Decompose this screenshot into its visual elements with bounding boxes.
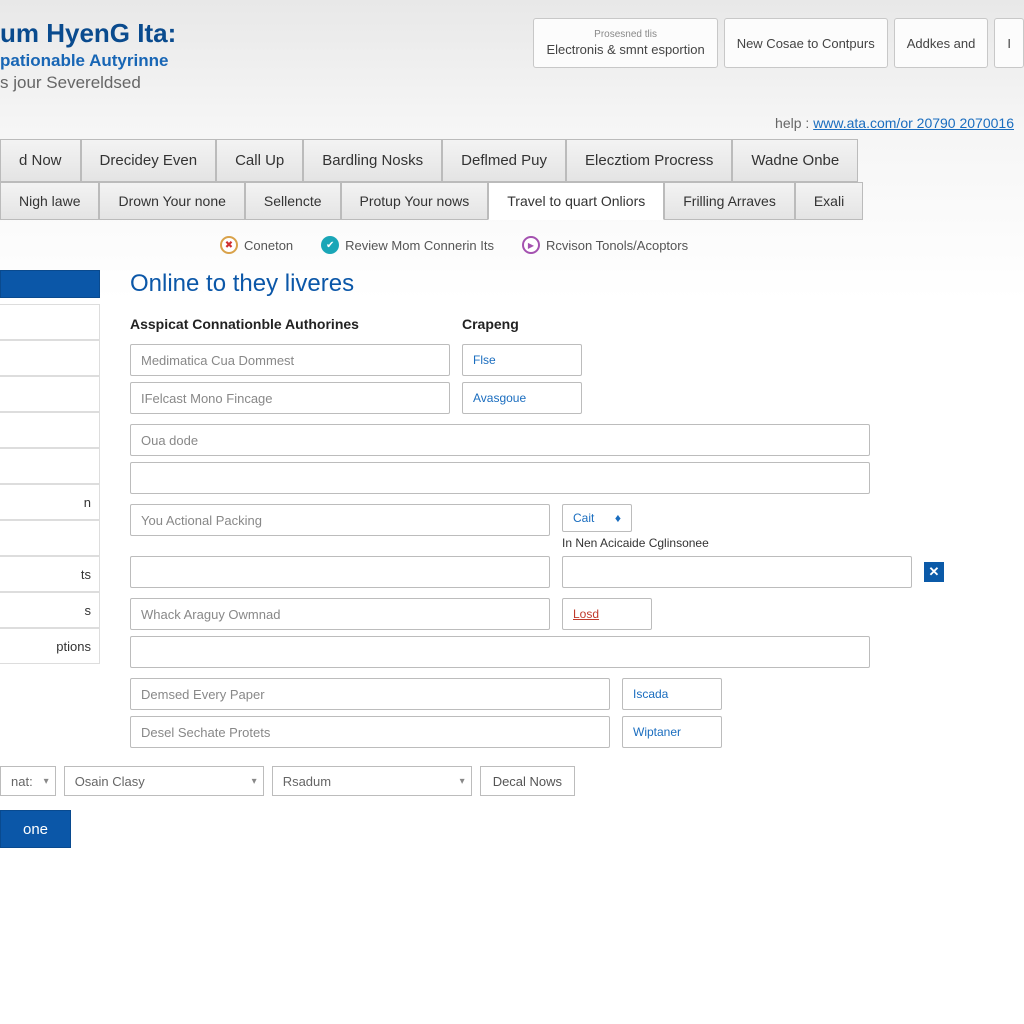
nav-tab[interactable]: Deflmed Puy <box>442 139 566 182</box>
step-1[interactable]: Coneton <box>220 236 293 254</box>
nav-tab[interactable]: Drown Your none <box>99 182 244 220</box>
step-label: Rcvison Tonols/Acoptors <box>546 238 688 253</box>
field-empty-1[interactable] <box>130 462 870 494</box>
main-area: n ts s ptions Online to they liveres Ass… <box>0 270 1024 754</box>
nav-tab[interactable]: Bardling Nosks <box>303 139 442 182</box>
sidebar-item[interactable] <box>0 376 100 412</box>
logo-block: um HyenG Ita: pationable Autyrinne s jou… <box>0 18 176 93</box>
sidebar-item[interactable] <box>0 448 100 484</box>
sidebar-item[interactable]: n <box>0 484 100 520</box>
header-btn-main: Addkes and <box>907 36 976 51</box>
nav-tab[interactable]: Nigh lawe <box>0 182 99 220</box>
step-bar: Coneton Review Mom Connerin Its Rcvison … <box>0 220 1024 270</box>
field-oua-dode[interactable]: Oua dode <box>130 424 870 456</box>
nav-tab[interactable]: Elecztiom Procress <box>566 139 732 182</box>
field-medimatica[interactable]: Medimatica Cua Dommest <box>130 344 450 376</box>
logo-subtitle-2: s jour Severeldsed <box>0 73 176 93</box>
field-ifelcast[interactable]: IFelcast Mono Fincage <box>130 382 450 414</box>
header-btn-last[interactable]: I <box>994 18 1024 68</box>
logo-subtitle-1: pationable Autyrinne <box>0 51 176 71</box>
losd-link: Losd <box>573 607 599 621</box>
field-flse[interactable]: Flse <box>462 344 582 376</box>
nav-tab[interactable]: Exali <box>795 182 863 220</box>
nav-tab-active[interactable]: Travel to quart Onliors <box>488 182 664 220</box>
nav-row-2: Nigh lawe Drown Your none Sellencte Prot… <box>0 182 1024 220</box>
nav-tab[interactable]: Drecidey Even <box>81 139 217 182</box>
step-3[interactable]: Rcvison Tonols/Acoptors <box>522 236 688 254</box>
header-btn-electronics[interactable]: Prosesned tlis Electronis & smnt esporti… <box>533 18 717 68</box>
sidebar-item[interactable]: ts <box>0 556 100 592</box>
section-label-right: Crapeng <box>462 316 519 332</box>
header-btn-top: Prosesned tlis <box>546 29 704 40</box>
header-btn-main: Electronis & smnt esportion <box>546 42 704 57</box>
nav-tab[interactable]: Protup Your nows <box>341 182 489 220</box>
dropdown-cait[interactable]: Cait ♦ <box>562 504 632 532</box>
nav-row-1: d Now Drecidey Even Call Up Bardling Nos… <box>0 139 1024 182</box>
play-icon <box>522 236 540 254</box>
dropdown-rsadum[interactable]: Rsadum <box>272 766 472 796</box>
sidebar-item[interactable] <box>0 304 100 340</box>
check-icon <box>321 236 339 254</box>
sidebar-item[interactable] <box>0 520 100 556</box>
sidebar-item[interactable]: ptions <box>0 628 100 664</box>
sidebar: n ts s ptions <box>0 270 100 754</box>
nav-tab[interactable]: d Now <box>0 139 81 182</box>
logo-title: um HyenG Ita: <box>0 18 176 49</box>
field-losd[interactable]: Losd <box>562 598 652 630</box>
nav-tab[interactable]: Sellencte <box>245 182 341 220</box>
header-btn-main: I <box>1007 36 1011 51</box>
step-2[interactable]: Review Mom Connerin Its <box>321 236 494 254</box>
help-label: help : <box>775 115 809 131</box>
nav-tab[interactable]: Frilling Arraves <box>664 182 795 220</box>
field-demsed[interactable]: Demsed Every Paper <box>130 678 610 710</box>
field-empty-2[interactable] <box>130 556 550 588</box>
btn-decal-nows[interactable]: Decal Nows <box>480 766 575 796</box>
nav-tab[interactable]: Wadne Onbe <box>732 139 858 182</box>
field-actional-packing[interactable]: You Actional Packing <box>130 504 550 536</box>
field-empty-3[interactable] <box>562 556 912 588</box>
nav-tab[interactable]: Call Up <box>216 139 303 182</box>
help-line: help : www.ata.com/or 20790 2070016 <box>0 101 1024 139</box>
dropdown-osain[interactable]: Osain Clasy <box>64 766 264 796</box>
bottom-bar: nat: Osain Clasy Rsadum Decal Nows <box>0 754 1024 796</box>
header-btn-newcase[interactable]: New Cosae to Contpurs <box>724 18 888 68</box>
header: um HyenG Ita: pationable Autyrinne s jou… <box>0 0 1024 101</box>
close-icon[interactable]: ✕ <box>924 562 944 582</box>
content: Online to they liveres Asspicat Connatio… <box>100 270 1024 754</box>
sidebar-item[interactable] <box>0 340 100 376</box>
header-btn-addkes[interactable]: Addkes and <box>894 18 989 68</box>
sidebar-item[interactable] <box>0 412 100 448</box>
dropdown-label: Cait <box>573 511 594 525</box>
help-link[interactable]: www.ata.com/or 20790 2070016 <box>813 115 1014 131</box>
sidebar-item[interactable]: s <box>0 592 100 628</box>
field-iscada[interactable]: Iscada <box>622 678 722 710</box>
field-whack[interactable]: Whack Araguy Owmnad <box>130 598 550 630</box>
primary-button[interactable]: one <box>0 810 71 848</box>
section-label-left: Asspicat Connationble Authorines <box>130 316 450 332</box>
step-label: Coneton <box>244 238 293 253</box>
header-btn-main: New Cosae to Contpurs <box>737 36 875 51</box>
sub-label-acicaide: In Nen Acicaide Cglinsonee <box>562 536 709 550</box>
field-desel[interactable]: Desel Sechate Protets <box>130 716 610 748</box>
field-avasgoue[interactable]: Avasgoue <box>462 382 582 414</box>
step-label: Review Mom Connerin Its <box>345 238 494 253</box>
dropdown-nat[interactable]: nat: <box>0 766 56 796</box>
page-title: Online to they liveres <box>130 270 1014 298</box>
header-buttons: Prosesned tlis Electronis & smnt esporti… <box>533 18 1024 68</box>
close-icon <box>220 236 238 254</box>
sidebar-active[interactable] <box>0 270 100 298</box>
chevron-down-icon: ♦ <box>615 511 621 525</box>
field-wiptaner[interactable]: Wiptaner <box>622 716 722 748</box>
field-empty-4[interactable] <box>130 636 870 668</box>
